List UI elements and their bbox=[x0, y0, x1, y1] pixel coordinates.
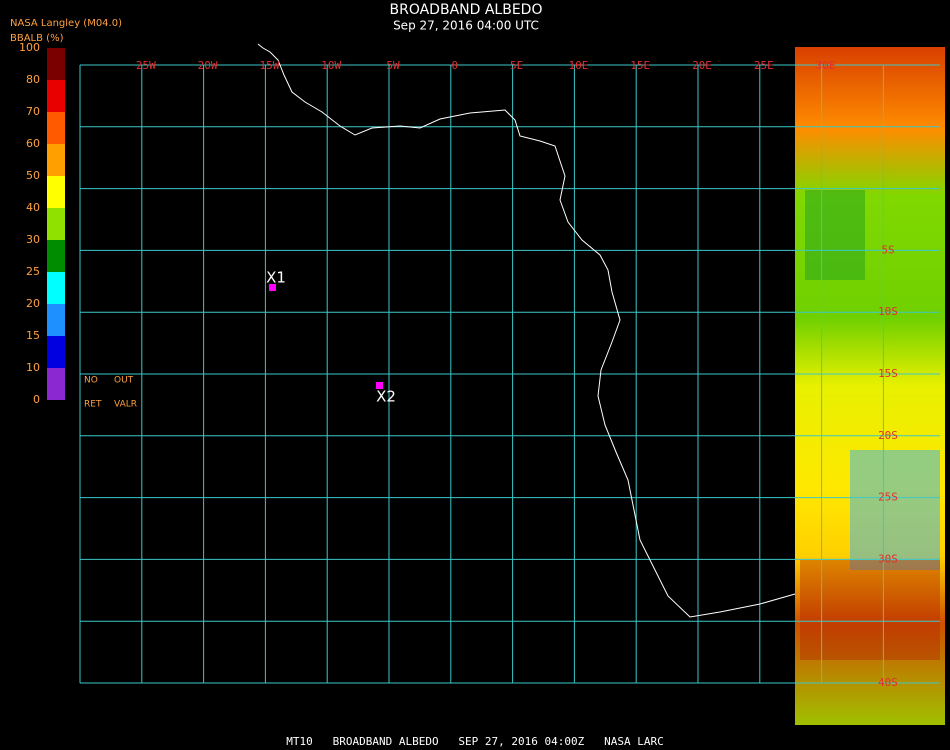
colorbar-swatch bbox=[47, 208, 65, 240]
colorbar-swatch bbox=[47, 304, 65, 336]
colorbar-label: 15 bbox=[26, 329, 40, 342]
lon-label: 15E bbox=[630, 59, 650, 72]
colorbar-swatch bbox=[47, 144, 65, 176]
source-label: NASA Langley (M04.0) bbox=[10, 18, 122, 29]
lon-label: 15W bbox=[259, 59, 279, 72]
colorbar-swatch bbox=[47, 112, 65, 144]
swath-patch bbox=[800, 560, 940, 660]
lat-label: 40S bbox=[878, 676, 898, 689]
footer: MT10 BROADBAND ALBEDO SEP 27, 2016 04:00… bbox=[286, 735, 664, 748]
coastline bbox=[257, 43, 796, 618]
colorbar-label: 25 bbox=[26, 265, 40, 278]
colorbar-swatch bbox=[47, 336, 65, 368]
satellite-swath bbox=[795, 47, 945, 725]
lon-label: 30E bbox=[816, 59, 836, 72]
lon-label: 10W bbox=[321, 59, 341, 72]
site-label: X1 bbox=[266, 269, 286, 287]
lat-label: 30S bbox=[878, 552, 898, 565]
colorbar-label: 0 bbox=[33, 393, 40, 406]
lat-label: 20S bbox=[878, 429, 898, 442]
lon-label: 25W bbox=[136, 59, 156, 72]
colorbar-label: 20 bbox=[26, 297, 40, 310]
colorbar-swatch bbox=[47, 48, 65, 80]
colorbar-swatch bbox=[47, 368, 65, 400]
lat-label: 10S bbox=[878, 305, 898, 318]
subtitle: Sep 27, 2016 04:00 UTC bbox=[393, 19, 539, 33]
colorbar-label: 10 bbox=[26, 361, 40, 374]
colorbar-title: BBALB (%) bbox=[10, 33, 64, 44]
lon-label: 25E bbox=[754, 59, 774, 72]
colorbar-swatch bbox=[47, 272, 65, 304]
colorbar-swatch bbox=[47, 80, 65, 112]
site-marker bbox=[376, 382, 383, 389]
title: BROADBAND ALBEDO bbox=[390, 2, 543, 18]
colorbar-label: 70 bbox=[26, 105, 40, 118]
lon-label: 20E bbox=[692, 59, 712, 72]
colorbar-swatch bbox=[47, 176, 65, 208]
lon-label: 5E bbox=[510, 59, 523, 72]
colorbar-label: 80 bbox=[26, 73, 40, 86]
lon-label: 20W bbox=[198, 59, 218, 72]
lat-label: 25S bbox=[878, 491, 898, 504]
colorbar-label: 40 bbox=[26, 201, 40, 214]
nodata-label: VALR bbox=[114, 400, 137, 410]
lon-label: 0 bbox=[451, 59, 458, 72]
colorbar-label: 60 bbox=[26, 137, 40, 150]
swath-patch bbox=[805, 190, 865, 280]
lat-label: 15S bbox=[878, 367, 898, 380]
lon-label: 10E bbox=[568, 59, 588, 72]
lat-label: 5S bbox=[881, 243, 894, 256]
colorbar-swatch bbox=[47, 240, 65, 272]
nodata-label: OUT bbox=[114, 376, 134, 386]
nodata-label: NO bbox=[84, 376, 98, 386]
site-marker bbox=[269, 284, 276, 291]
lon-label: 5W bbox=[386, 59, 400, 72]
colorbar-label: 30 bbox=[26, 233, 40, 246]
swath-patch bbox=[850, 450, 940, 570]
colorbar-label: 100 bbox=[19, 41, 40, 54]
nodata-label: RET bbox=[84, 400, 102, 410]
grid bbox=[79, 64, 940, 684]
site-label: X2 bbox=[376, 388, 396, 406]
colorbar-label: 50 bbox=[26, 169, 40, 182]
